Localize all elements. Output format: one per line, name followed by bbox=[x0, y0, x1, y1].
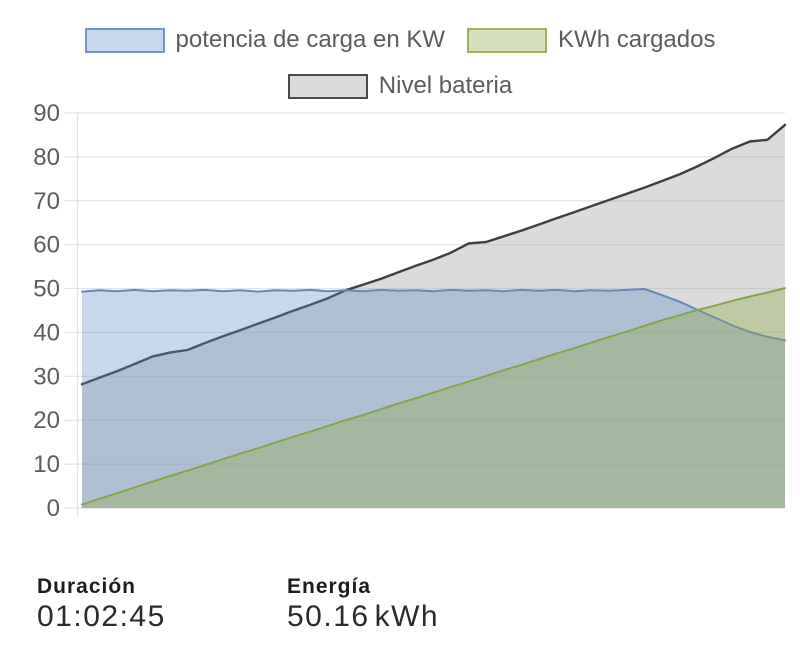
legend-item-battery[interactable]: Nivel bateria bbox=[287, 72, 513, 100]
energy-series-label: KWh cargados bbox=[558, 26, 716, 53]
series-power-area bbox=[82, 289, 785, 508]
battery-series-swatch bbox=[287, 73, 368, 99]
y-axis-label-50: 50 bbox=[33, 276, 60, 303]
series-power-line bbox=[81, 288, 786, 342]
legend-row-1: potencia de carga en KW KWh cargados bbox=[0, 26, 800, 54]
charging-area-chart: 0 10 20 30 40 50 60 70 80 90 bbox=[33, 100, 787, 522]
stat-energy-unit: kWh bbox=[374, 600, 440, 633]
stat-energy-label: Energía bbox=[287, 575, 372, 598]
y-axis-label-0: 0 bbox=[47, 495, 60, 522]
stat-energy: Energía 50.16 kWh bbox=[287, 575, 439, 634]
stat-energy-number: 50.16 bbox=[287, 600, 370, 633]
y-axis-label-20: 20 bbox=[33, 407, 60, 434]
energy-series-swatch bbox=[467, 27, 548, 53]
y-axis-label-70: 70 bbox=[33, 188, 60, 215]
legend-item-power[interactable]: potencia de carga en KW bbox=[84, 26, 446, 54]
y-axis-label-90: 90 bbox=[33, 100, 60, 127]
stat-duration-value: 01:02:45 bbox=[37, 600, 166, 633]
power-series-swatch bbox=[84, 27, 165, 53]
y-axis-label-10: 10 bbox=[33, 451, 60, 478]
series-energy-line bbox=[81, 287, 786, 506]
legend-item-energy[interactable]: KWh cargados bbox=[467, 26, 715, 54]
series-battery-area bbox=[82, 124, 785, 509]
stat-duration-label: Duración bbox=[37, 575, 137, 598]
stat-duration: Duración 01:02:45 bbox=[37, 575, 166, 634]
stat-energy-value: 50.16 kWh bbox=[287, 600, 439, 634]
legend-row-2: Nivel bateria bbox=[0, 72, 800, 100]
y-axis-label-30: 30 bbox=[33, 363, 60, 390]
y-axis-label-80: 80 bbox=[33, 144, 60, 171]
session-stats: Duración 01:02:45 Energía 50.16 kWh bbox=[0, 575, 800, 645]
power-series-label: potencia de carga en KW bbox=[175, 26, 446, 53]
series-battery-line bbox=[80, 123, 787, 386]
y-axis-label-40: 40 bbox=[33, 319, 60, 346]
y-axis-label-60: 60 bbox=[33, 232, 60, 259]
chart-legend: potencia de carga en KW KWh cargados Niv… bbox=[0, 26, 800, 100]
battery-series-label: Nivel bateria bbox=[378, 72, 513, 99]
series-energy-area bbox=[82, 288, 785, 508]
